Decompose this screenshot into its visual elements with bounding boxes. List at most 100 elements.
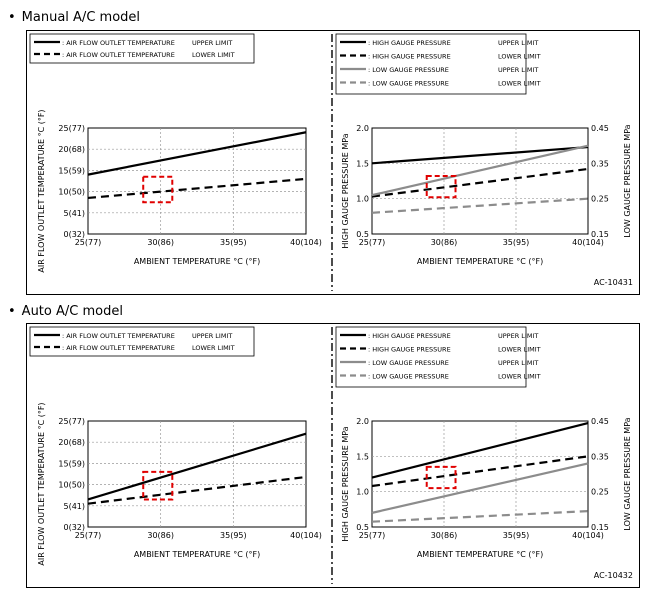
sec1-temp-series-line-1: [87, 475, 307, 505]
sec0-outer-frame: [26, 30, 640, 295]
sec0-left-legend-limit-0: UPPER LIMIT: [192, 39, 232, 47]
sec1-left-legend-box: [29, 326, 255, 357]
sec1-press-xlabel: AMBIENT TEMPERATURE °C (°F): [417, 550, 543, 559]
sec1-press-series-line-1: [371, 455, 589, 488]
sec0-press-series-line-1: [371, 167, 589, 198]
auto-ac-figure: : AIR FLOW OUTLET TEMPERATURE UPPER LIMIT…: [26, 323, 640, 588]
sec1-press-ytick-label-2: 1.5: [356, 452, 369, 461]
sec1-temp-series-line-0: [87, 432, 307, 501]
sec0-right-legend-limit-2: UPPER LIMIT: [498, 66, 538, 74]
sec1-left-legend-limit-1: LOWER LIMIT: [192, 344, 235, 352]
sec0-right-legend-limit-3: LOWER LIMIT: [498, 80, 541, 88]
sec1-press-series-line-0: [371, 422, 589, 479]
sec1-press-xtick-label-0: 25(77): [359, 531, 386, 540]
sec0-temp-ytick-label-1: 5(41): [63, 209, 85, 218]
sec0-temp-xtick-label-2: 35(95): [220, 238, 247, 247]
sec1-press-xtick-label-3: 40(104): [572, 531, 604, 540]
sec1-press-ytick-label-0: 0.5: [356, 523, 369, 532]
sec1-figure-id: AC-10432: [594, 571, 633, 580]
sec0-left-legend-box: [29, 33, 255, 64]
sec1-outer-frame: [26, 323, 640, 588]
sec0-press-series-line-2: [371, 144, 589, 197]
section-title-auto: • Auto A/C model: [8, 304, 123, 319]
sec0-press-ytick-label-3: 2.0: [356, 124, 369, 133]
sec0-press-y2tick-label-0: 0.15: [591, 230, 609, 239]
sec1-temp-ytick-label-2: 10(50): [58, 481, 85, 490]
sec1-press-ylabel: HIGH GAUGE PRESSURE MPa: [341, 426, 350, 541]
sec0-temp-highlight-box: [142, 175, 174, 204]
sec0-press-ytick-label-2: 1.5: [356, 159, 369, 168]
sec0-press-ytick-label-1: 1.0: [356, 195, 369, 204]
sec1-temp-ytick-label-0: 0(32): [63, 523, 85, 532]
sec1-press-series-line-2: [371, 462, 589, 514]
sec1-press-plot-frame: [371, 420, 589, 528]
sec0-temp-ylabel: AIR FLOW OUTLET TEMPERATURE °C (°F): [37, 109, 46, 272]
bullet-icon: •: [8, 304, 16, 319]
sec0-temp-xtick-label-0: 25(77): [75, 238, 102, 247]
sec0-press-series-line-3: [371, 197, 589, 214]
sec1-temp-highlight-box: [142, 470, 174, 501]
sec0-left-legend-label-1: : AIR FLOW OUTLET TEMPERATURE: [62, 51, 175, 59]
section-title-text: Manual A/C model: [21, 10, 141, 25]
sec0-temp-xtick-label-3: 40(104): [290, 238, 322, 247]
sec0-right-legend-box: [335, 33, 527, 95]
sec0-temp-plot: 0(32) 5(41) 10(50) 15(59) 20(68) 25(77) 25(77)…: [37, 109, 322, 272]
sec1-press-y2tick-label-1: 0.25: [591, 488, 609, 497]
sec1-right-legend-limit-0: UPPER LIMIT: [498, 332, 538, 340]
sec1-right-legend-label-3: : LOW GAUGE PRESSURE: [368, 373, 449, 381]
sec0-right-legend-label-1: : HIGH GAUGE PRESSURE: [368, 53, 451, 61]
sec1-temp-xtick-label-3: 40(104): [290, 531, 322, 540]
sec0-temp-ytick-label-5: 25(77): [58, 124, 85, 133]
sec0-press-xlabel: AMBIENT TEMPERATURE °C (°F): [417, 257, 543, 266]
sec0-temp-ytick-label-4: 20(68): [58, 145, 85, 154]
sec0-press-series-line-0: [371, 145, 589, 165]
sec0-right-legend-label-2: : LOW GAUGE PRESSURE: [368, 66, 449, 74]
sec0-press-y2tick-label-1: 0.25: [591, 195, 609, 204]
sec1-press-ytick-label-1: 1.0: [356, 488, 369, 497]
sec1-press-y2tick-label-3: 0.45: [591, 417, 609, 426]
sec1-right-legend-limit-3: LOWER LIMIT: [498, 373, 541, 381]
sec1-temp-plot: 0(32) 5(41) 10(50) 15(59) 20(68) 25(77) 25(77)…: [37, 402, 322, 565]
sec1-right-legend-label-1: : HIGH GAUGE PRESSURE: [368, 346, 451, 354]
sec1-press-plot: 0.5 1.0 1.5 2.0 0.15 0.25 0.35 0.45 25(77) 30(86)…: [341, 417, 632, 559]
sec0-temp-series-line-1: [87, 177, 307, 200]
sec1-temp-xtick-label-2: 35(95): [220, 531, 247, 540]
section-title-text: Auto A/C model: [21, 304, 123, 319]
sec0-temp-plot-frame: [87, 127, 307, 235]
sec1-right-legend-label-0: : HIGH GAUGE PRESSURE: [368, 332, 451, 340]
section-title-manual: • Manual A/C model: [8, 10, 140, 25]
sec0-press-plot: 0.5 1.0 1.5 2.0 0.15 0.25 0.35 0.45 25(77) 30(86)…: [341, 124, 632, 266]
sec1-temp-ytick-label-4: 20(68): [58, 438, 85, 447]
sec0-left-legend-label-0: : AIR FLOW OUTLET TEMPERATURE: [62, 39, 175, 47]
sec1-left-legend-label-0: : AIR FLOW OUTLET TEMPERATURE: [62, 332, 175, 340]
sec1-press-xtick-label-2: 35(95): [503, 531, 530, 540]
sec1-left-legend-limit-0: UPPER LIMIT: [192, 332, 232, 340]
sec1-temp-plot-frame: [87, 420, 307, 528]
sec1-left-legend-label-1: : AIR FLOW OUTLET TEMPERATURE: [62, 344, 175, 352]
sec0-left-legend-limit-1: LOWER LIMIT: [192, 51, 235, 59]
sec0-press-ylabel: HIGH GAUGE PRESSURE MPa: [341, 133, 350, 248]
sec1-press-y2label: LOW GAUGE PRESSURE MPa: [623, 417, 632, 530]
sec1-press-xtick-label-1: 30(86): [431, 531, 458, 540]
sec1-press-highlight-box: [425, 465, 457, 490]
sec0-temp-ytick-label-2: 10(50): [58, 188, 85, 197]
sec1-right-legend-label-2: : LOW GAUGE PRESSURE: [368, 359, 449, 367]
sec1-temp-xtick-label-0: 25(77): [75, 531, 102, 540]
sec1-right-legend-box: [335, 326, 527, 388]
sec0-right-legend-label-3: : LOW GAUGE PRESSURE: [368, 80, 449, 88]
sec0-temp-ytick-label-0: 0(32): [63, 230, 85, 239]
sec0-right-legend-limit-1: LOWER LIMIT: [498, 53, 541, 61]
sec0-press-ytick-label-0: 0.5: [356, 230, 369, 239]
sec0-press-y2label: LOW GAUGE PRESSURE MPa: [623, 124, 632, 237]
sec0-temp-series-line-0: [87, 131, 307, 176]
sec1-temp-ytick-label-3: 15(59): [58, 459, 85, 468]
sec1-temp-xlabel: AMBIENT TEMPERATURE °C (°F): [134, 550, 260, 559]
sec1-press-y2tick-label-2: 0.35: [591, 452, 609, 461]
sec0-figure-id: AC-10431: [594, 278, 633, 287]
sec0-press-xtick-label-1: 30(86): [431, 238, 458, 247]
sec0-right-legend-label-0: : HIGH GAUGE PRESSURE: [368, 39, 451, 47]
sec0-temp-xtick-label-1: 30(86): [147, 238, 174, 247]
sec0-press-plot-frame: [371, 127, 589, 235]
bullet-icon: •: [8, 10, 16, 25]
sec1-press-ytick-label-3: 2.0: [356, 417, 369, 426]
